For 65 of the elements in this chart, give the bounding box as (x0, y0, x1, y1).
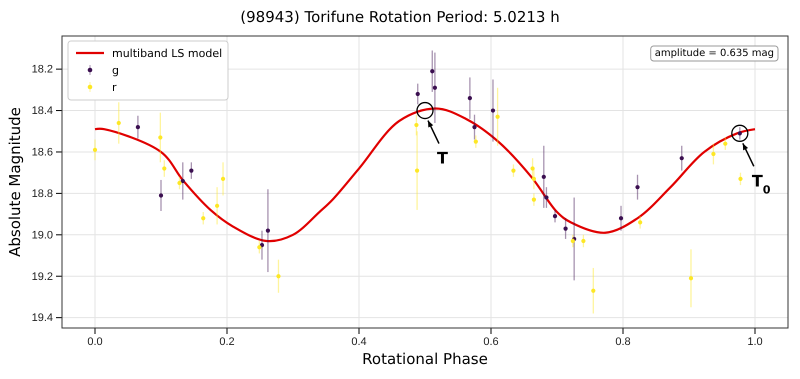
point (563, 226, 568, 231)
x-tick-label: 0.0 (87, 336, 103, 348)
point (711, 152, 716, 156)
point (635, 185, 640, 190)
point (414, 168, 420, 173)
legend-label: g (112, 64, 119, 77)
y-tick-label: 18.2 (32, 64, 53, 76)
point (723, 142, 728, 146)
point (92, 148, 98, 152)
point (414, 122, 419, 128)
y-tick-label: 19.4 (32, 312, 53, 324)
x-axis-title: Rotational Phase (362, 350, 488, 368)
point (201, 216, 206, 220)
point (430, 69, 434, 74)
point (432, 86, 438, 90)
point (532, 176, 536, 181)
point (591, 288, 596, 293)
annotation: T$_{0}$ (752, 171, 771, 196)
point (472, 125, 477, 130)
point (680, 156, 684, 160)
point (468, 96, 472, 100)
point (177, 180, 182, 186)
x-tick-label: 0.2 (219, 336, 235, 348)
point (266, 228, 270, 233)
point (158, 193, 164, 198)
point (416, 92, 420, 96)
y-tick-label: 19.0 (32, 229, 53, 242)
x-tick-label: 0.8 (615, 336, 631, 348)
point (738, 176, 743, 181)
point (220, 176, 226, 181)
x-tick-label: 0.6 (483, 336, 499, 348)
annotation: amplitude = 0.635 mag (654, 48, 774, 59)
x-tick-label: 1.0 (747, 336, 763, 348)
point (542, 174, 546, 179)
y-tick-label: 19.2 (32, 270, 53, 283)
point (162, 166, 166, 171)
y-tick-label: 18.6 (32, 146, 53, 158)
legend-label: multiband LS model (112, 47, 222, 60)
point (581, 238, 586, 244)
chart-title: (98943) Torifune Rotation Period: 5.0213 h (240, 8, 560, 26)
legend-label: r (112, 81, 117, 94)
x-tick-label: 0.4 (351, 336, 367, 348)
point (189, 168, 194, 173)
annotation: T (437, 148, 448, 168)
point (276, 274, 281, 278)
point (638, 220, 642, 224)
y-tick-label: 18.8 (32, 188, 53, 200)
point (180, 178, 185, 184)
y-axis-title: Absolute Magnitude (6, 107, 24, 257)
point (688, 276, 694, 280)
point (544, 195, 549, 200)
point (116, 120, 121, 126)
point (552, 214, 558, 218)
point (490, 108, 496, 113)
point (158, 135, 162, 140)
y-tick-label: 18.4 (32, 105, 53, 118)
point (618, 216, 624, 220)
point (532, 197, 536, 202)
point (474, 140, 478, 144)
point (495, 114, 500, 119)
point (511, 168, 516, 173)
point (257, 245, 262, 250)
point (136, 125, 140, 130)
point (530, 166, 535, 171)
point (214, 204, 220, 208)
